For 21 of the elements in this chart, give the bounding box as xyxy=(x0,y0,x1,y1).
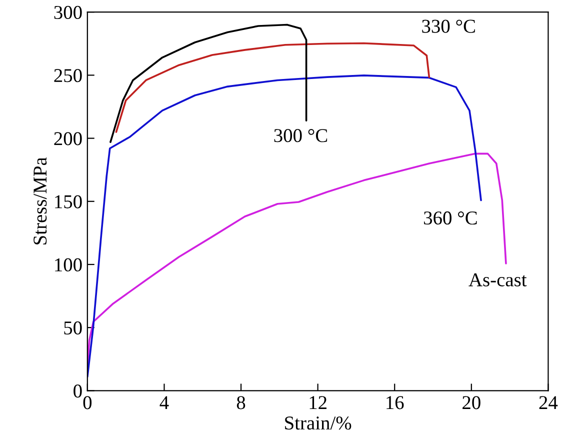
series-label: As-cast xyxy=(468,273,527,286)
x-axis-title: Strain/% xyxy=(285,416,352,430)
y-tick-label: 50 xyxy=(64,321,82,334)
line-series xyxy=(110,24,308,143)
x-tick-label: 24 xyxy=(539,396,558,410)
x-tick-label: 20 xyxy=(462,396,480,410)
y-tick-label: 0 xyxy=(74,384,82,398)
series-label: 300 °C xyxy=(274,129,328,142)
x-tick-label: 16 xyxy=(386,396,404,410)
y-axis-title: Stress/MPa xyxy=(34,157,47,244)
y-tick-label: 300 xyxy=(54,6,82,20)
series-label: 330 °C xyxy=(422,20,475,33)
x-tick-label: 12 xyxy=(310,396,326,410)
y-tick-label: 100 xyxy=(55,258,82,272)
y-tick-label: 250 xyxy=(54,69,82,82)
y-tick-label: 200 xyxy=(54,132,82,146)
y-tick-label: 150 xyxy=(55,195,82,208)
x-tick-label: 0 xyxy=(83,396,92,410)
series-label: 360 °C xyxy=(424,211,477,225)
x-tick-label: 4 xyxy=(160,396,169,410)
x-tick-label: 8 xyxy=(236,396,246,410)
